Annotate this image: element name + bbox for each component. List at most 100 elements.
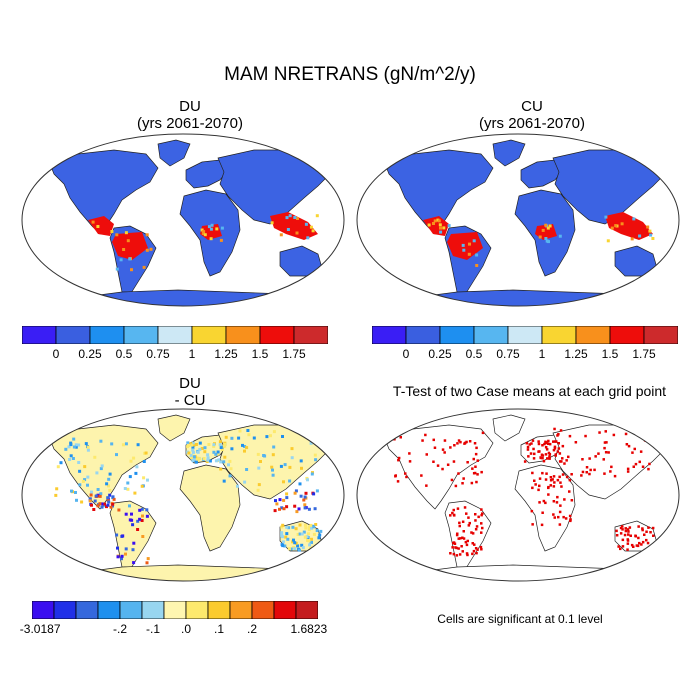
grid-cell <box>627 533 630 536</box>
grid-cell <box>557 433 560 436</box>
grid-cell <box>551 478 554 481</box>
grid-cell <box>563 462 566 465</box>
grid-cell <box>537 440 540 443</box>
grid-cell <box>111 502 115 506</box>
grid-cell <box>317 536 321 540</box>
grid-cell <box>408 452 411 455</box>
grid-cell <box>585 471 588 474</box>
grid-cell <box>568 490 571 493</box>
grid-cell <box>126 487 130 491</box>
grid-cell <box>293 541 297 545</box>
grid-cell <box>432 222 435 225</box>
grid-cell <box>302 530 306 534</box>
grid-cell <box>460 545 463 548</box>
grid-cell <box>480 513 483 517</box>
grid-cell <box>129 459 133 463</box>
grid-cell <box>222 444 226 448</box>
grid-cell <box>472 239 476 243</box>
grid-cell <box>552 500 556 503</box>
grid-cell <box>453 542 457 545</box>
grid-cell <box>311 229 315 233</box>
grid-cell <box>287 526 291 530</box>
grid-cell <box>96 488 100 491</box>
grid-cell <box>274 499 277 503</box>
grid-cell <box>86 448 90 452</box>
grid-cell <box>638 234 642 238</box>
grid-cell <box>480 548 483 551</box>
grid-cell <box>651 237 655 240</box>
grid-cell <box>145 233 149 237</box>
grid-cell <box>295 231 299 235</box>
grid-cell <box>128 475 132 479</box>
panel-diff-sub: - CU <box>174 392 206 409</box>
grid-cell <box>77 461 81 464</box>
grid-cell <box>124 512 128 516</box>
colorbar-tick-label: 0.25 <box>428 347 452 361</box>
grid-cell <box>99 467 103 471</box>
grid-cell <box>124 442 128 446</box>
grid-cell <box>621 538 625 542</box>
grid-cell <box>285 532 289 536</box>
grid-cell <box>397 456 401 460</box>
colorbar-tick-label: 1.6823 <box>290 622 328 636</box>
grid-cell <box>296 217 299 220</box>
grid-cell <box>455 533 459 537</box>
colorbar-tick-label: 0.75 <box>146 347 170 361</box>
grid-cell <box>106 503 110 507</box>
grid-cell <box>637 536 640 540</box>
grid-cell <box>110 230 114 233</box>
colorbar-swatch <box>473 326 509 344</box>
grid-cell <box>545 448 549 451</box>
grid-cell <box>300 532 304 536</box>
grid-cell <box>580 474 583 477</box>
grid-cell <box>617 545 620 548</box>
grid-cell <box>69 454 73 458</box>
grid-cell <box>256 452 260 456</box>
grid-cell <box>209 227 213 231</box>
grid-cell <box>544 501 547 505</box>
grid-cell <box>474 452 478 456</box>
grid-cell <box>290 447 294 451</box>
grid-cell <box>309 441 313 445</box>
grid-cell <box>206 453 210 457</box>
grid-cell <box>561 473 565 476</box>
grid-cell <box>559 481 562 484</box>
grid-cell <box>128 257 132 261</box>
grid-cell <box>108 488 112 492</box>
grid-cell <box>312 492 316 496</box>
grid-cell <box>130 268 133 272</box>
grid-cell <box>603 441 607 444</box>
grid-cell <box>548 224 552 228</box>
panel-title-diff: DU - CU <box>30 375 350 409</box>
grid-cell <box>142 265 146 269</box>
grid-cell <box>89 493 93 497</box>
grid-cell <box>646 225 650 229</box>
grid-cell <box>252 436 256 440</box>
grid-cell <box>140 519 144 522</box>
grid-cell <box>107 484 110 488</box>
colorbar-swatch <box>507 326 543 344</box>
grid-cell <box>93 455 97 459</box>
grid-cell <box>201 232 205 235</box>
grid-cell <box>145 561 149 565</box>
grid-cell <box>548 457 551 460</box>
grid-cell <box>109 505 113 509</box>
colorbar-tick-label: 1.25 <box>564 347 588 361</box>
grid-cell <box>131 523 135 527</box>
grid-cell <box>86 483 89 487</box>
grid-cell <box>297 507 301 511</box>
colorbar-tick-label: .0 <box>180 622 192 636</box>
grid-cell <box>227 463 230 467</box>
grid-cell <box>285 216 289 220</box>
grid-cell <box>145 248 149 252</box>
grid-cell <box>465 552 469 555</box>
grid-cell <box>301 546 305 550</box>
grid-cell <box>558 475 561 479</box>
colorbar-cu-labels: 0 0.25 0.5 0.75 1 1.25 1.5 1.75 <box>372 347 678 363</box>
grid-cell <box>621 545 625 548</box>
grid-cell <box>187 444 190 447</box>
colorbar-tick-label: 0.5 <box>115 347 133 361</box>
grid-cell <box>553 445 557 449</box>
grid-cell <box>555 501 559 504</box>
grid-cell <box>467 516 470 519</box>
